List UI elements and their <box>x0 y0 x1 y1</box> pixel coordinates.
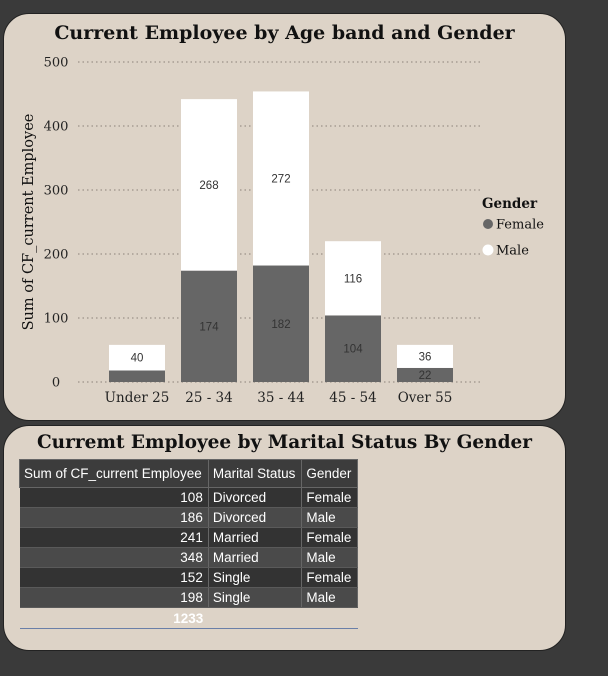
row-gender: Male <box>301 507 359 528</box>
data-label: 36 <box>419 351 432 363</box>
x-tick-label: 25 - 34 <box>185 390 233 406</box>
table-row[interactable]: 186 Divorced Male <box>19 507 359 528</box>
row-gender: Male <box>301 547 359 568</box>
y-tick-label: 0 <box>52 376 60 391</box>
table-row[interactable]: 348 Married Male <box>19 547 359 568</box>
data-label: 272 <box>271 173 290 185</box>
y-axis-label: Sum of CF_current Employee <box>21 114 37 331</box>
y-tick-label: 500 <box>44 56 69 71</box>
row-marital-status: Married <box>208 527 303 548</box>
row-value: 348 <box>19 547 209 568</box>
row-gender: Female <box>301 487 359 508</box>
row-gender: Female <box>301 527 359 548</box>
legend-title: Gender <box>482 196 538 212</box>
bar-female <box>181 270 237 382</box>
x-tick-label: 35 - 44 <box>257 390 305 406</box>
bar-male <box>397 344 453 368</box>
row-gender: Male <box>301 587 359 608</box>
bar-female <box>109 370 165 382</box>
x-tick-label: 45 - 54 <box>329 390 377 406</box>
x-tick-label: Under 25 <box>105 390 170 406</box>
row-marital-status: Married <box>208 547 303 568</box>
table-total-value: 1233 <box>19 607 209 629</box>
bar-female <box>253 265 309 382</box>
data-label: 268 <box>199 180 218 192</box>
data-label: 116 <box>344 273 362 285</box>
row-value: 198 <box>19 587 209 608</box>
y-tick-label: 200 <box>44 248 69 263</box>
table-header-row: Sum of CF_current Employee Marital Statu… <box>19 459 359 488</box>
marital-status-table: Sum of CF_current Employee Marital Statu… <box>19 459 359 629</box>
legend-entry: Male <box>496 244 529 259</box>
column-header-sum[interactable]: Sum of CF_current Employee <box>19 459 209 488</box>
row-value: 108 <box>19 487 209 508</box>
data-label: 40 <box>131 353 144 365</box>
legend-marker-female <box>483 219 493 229</box>
data-label: 182 <box>271 319 290 331</box>
row-gender: Female <box>301 567 359 588</box>
row-marital-status: Divorced <box>208 487 303 508</box>
row-value: 186 <box>19 507 209 528</box>
row-marital-status: Single <box>208 567 303 588</box>
column-header-marital-status[interactable]: Marital Status <box>207 459 303 488</box>
legend-marker-male <box>482 244 494 256</box>
table-title: Curremt Employee by Marital Status By Ge… <box>36 432 533 453</box>
total-empty-cell <box>208 607 302 629</box>
age-gender-chart-card: Current Employee by Age band and Gender … <box>3 13 566 421</box>
data-label: 104 <box>343 344 363 356</box>
bar-male <box>253 91 309 266</box>
table-row[interactable]: 108 Divorced Female <box>19 487 359 508</box>
row-value: 152 <box>19 567 209 588</box>
y-tick-label: 100 <box>44 312 69 327</box>
table-row[interactable]: 198 Single Male <box>19 587 359 608</box>
table-total-row: 1233 <box>19 607 358 629</box>
row-marital-status: Divorced <box>208 507 303 528</box>
data-label: 174 <box>199 321 219 333</box>
bar-female <box>397 367 453 382</box>
stacked-bar-chart: 0 100 200 300 400 500 Sum of CF_current Employ… <box>21 56 544 407</box>
bar-male <box>181 99 237 271</box>
legend-entry: Female <box>496 218 544 233</box>
total-empty-cell <box>301 607 358 629</box>
x-tick-label: Over 55 <box>398 390 453 406</box>
y-tick-label: 300 <box>44 184 69 199</box>
bar-female <box>325 315 381 382</box>
table-row[interactable]: 241 Married Female <box>19 527 359 548</box>
table-row[interactable]: 152 Single Female <box>19 567 359 588</box>
data-label: 22 <box>419 370 432 382</box>
bar-male <box>325 241 381 316</box>
y-tick-label: 400 <box>44 120 69 135</box>
bar-male <box>109 344 165 371</box>
row-value: 241 <box>19 527 209 548</box>
column-header-gender[interactable]: Gender <box>301 459 359 488</box>
row-marital-status: Single <box>208 587 303 608</box>
chart-title: Current Employee by Age band and Gender <box>54 22 515 44</box>
marital-status-table-card: Curremt Employee by Marital Status By Ge… <box>3 425 566 651</box>
